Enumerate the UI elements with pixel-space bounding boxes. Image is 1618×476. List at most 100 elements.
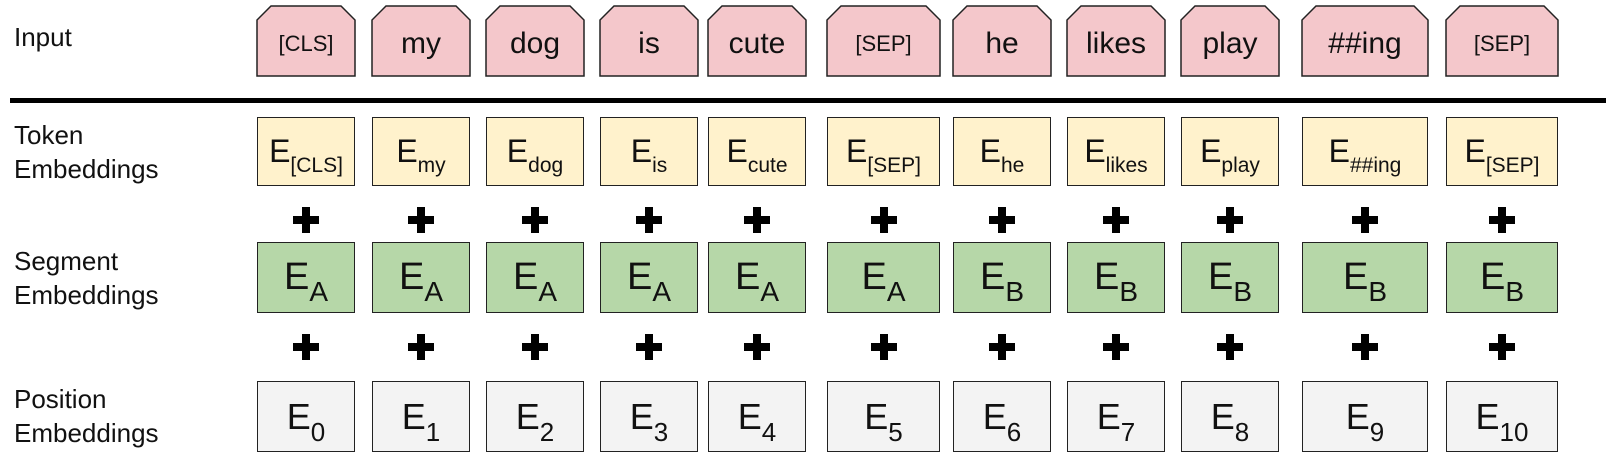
plus-icon-segment-position-8 xyxy=(1215,332,1245,362)
plus-icon-token-segment-10 xyxy=(1487,205,1517,235)
segment-embedding-symbol-9: E xyxy=(1342,256,1369,298)
input-token-text-3: is xyxy=(638,27,660,60)
segment-embedding-symbol-4: E xyxy=(734,256,761,298)
token-embedding-label-7: Elikes xyxy=(1084,133,1147,177)
position-embedding-9: E9 xyxy=(1302,381,1428,452)
segment-embedding-label-10: EB xyxy=(1480,256,1524,307)
input-token-text-1: my xyxy=(401,27,441,60)
position-embedding-subscript-3: 3 xyxy=(653,416,669,447)
position-embedding-label-1: E1 xyxy=(402,396,440,447)
plus-icon-token-segment-8 xyxy=(1215,205,1245,235)
plus-icon-token-segment-7 xyxy=(1101,205,1131,235)
plus-icon-segment-position-2 xyxy=(520,332,550,362)
position-embedding-label-5: E5 xyxy=(864,396,902,447)
input-token-text-6: he xyxy=(985,27,1019,60)
position-embedding-1: E1 xyxy=(372,381,470,452)
position-embedding-symbol-4: E xyxy=(737,395,762,437)
token-embedding-symbol-7: E xyxy=(1084,133,1106,169)
token-embedding-symbol-0: E xyxy=(269,133,291,169)
segment-embedding-label-3: EA xyxy=(627,256,671,307)
row-label-segment: Segment Embeddings xyxy=(14,244,159,312)
token-embedding-label-3: Eis xyxy=(631,133,668,177)
token-embedding-subscript-7: likes xyxy=(1105,154,1148,177)
row-label-token-line-2: Embeddings xyxy=(14,154,159,184)
plus-icon-segment-position-10 xyxy=(1487,332,1517,362)
segment-embedding-symbol-7: E xyxy=(1093,256,1120,298)
segment-embedding-subscript-7: B xyxy=(1119,276,1139,307)
position-embedding-6: E6 xyxy=(953,381,1051,452)
position-embedding-8: E8 xyxy=(1181,381,1279,452)
row-label-position-line-2: Embeddings xyxy=(14,418,159,448)
input-token-7: likes xyxy=(1066,5,1166,77)
token-embedding-8: Eplay xyxy=(1181,117,1279,186)
plus-icon-segment-position-3 xyxy=(634,332,664,362)
input-token-shape-1 xyxy=(371,5,471,77)
plus-icon-segment-position-9 xyxy=(1350,332,1380,362)
segment-embedding-subscript-10: B xyxy=(1505,276,1525,307)
token-embedding-3: Eis xyxy=(600,117,698,186)
token-embedding-subscript-10: [SEP] xyxy=(1485,154,1540,177)
position-embedding-subscript-0: 0 xyxy=(310,416,326,447)
plus-icon-segment-position-0 xyxy=(291,332,321,362)
plus-icon-token-segment-5 xyxy=(869,205,899,235)
position-embedding-label-6: E6 xyxy=(983,396,1021,447)
input-token-1: my xyxy=(371,5,471,77)
token-embedding-symbol-4: E xyxy=(726,133,748,169)
token-embedding-label-10: E[SEP] xyxy=(1464,133,1539,177)
position-embedding-label-0: E0 xyxy=(287,396,325,447)
input-token-10: [SEP] xyxy=(1445,5,1559,77)
input-token-shape-6 xyxy=(952,5,1052,77)
input-token-0: [CLS] xyxy=(256,5,356,77)
token-embedding-subscript-2: dog xyxy=(528,154,564,177)
segment-embedding-9: EB xyxy=(1302,242,1428,313)
input-token-shape-10 xyxy=(1445,5,1559,77)
segment-embedding-subscript-4: A xyxy=(760,276,780,307)
token-embedding-symbol-9: E xyxy=(1328,133,1350,169)
segment-embedding-label-5: EA xyxy=(861,256,905,307)
segment-embedding-subscript-3: A xyxy=(652,276,672,307)
segment-embedding-label-1: EA xyxy=(399,256,443,307)
position-embedding-5: E5 xyxy=(827,381,940,452)
position-embedding-subscript-5: 5 xyxy=(888,416,903,447)
token-embedding-subscript-4: cute xyxy=(747,154,788,177)
row-label-input: Input xyxy=(14,20,72,54)
token-embedding-label-1: Emy xyxy=(396,133,445,177)
segment-embedding-7: EB xyxy=(1067,242,1165,313)
segment-embedding-5: EA xyxy=(827,242,940,313)
segment-embedding-3: EA xyxy=(600,242,698,313)
token-embedding-label-0: E[CLS] xyxy=(269,133,343,177)
position-embedding-label-2: E2 xyxy=(516,396,554,447)
segment-embedding-subscript-9: B xyxy=(1368,276,1388,307)
position-embedding-subscript-6: 6 xyxy=(1006,416,1022,447)
token-embedding-0: E[CLS] xyxy=(257,117,355,186)
input-token-shape-4 xyxy=(707,5,807,77)
position-embedding-label-7: E7 xyxy=(1096,395,1135,447)
position-embedding-subscript-10: 10 xyxy=(1499,416,1529,447)
segment-embedding-symbol-8: E xyxy=(1207,256,1234,298)
token-embedding-subscript-6: he xyxy=(1000,154,1025,177)
token-embedding-subscript-8: play xyxy=(1221,154,1260,177)
position-embedding-symbol-10: E xyxy=(1475,395,1500,437)
segment-embedding-label-7: EB xyxy=(1093,256,1138,307)
plus-icon-segment-position-1 xyxy=(406,332,436,362)
segment-embedding-label-6: EB xyxy=(980,256,1024,307)
token-embedding-7: Elikes xyxy=(1067,117,1165,186)
segment-embedding-6: EB xyxy=(953,242,1051,313)
input-token-shape-5 xyxy=(826,5,941,77)
segment-embedding-1: EA xyxy=(372,242,470,313)
position-embedding-4: E4 xyxy=(708,381,806,452)
plus-icon-segment-position-7 xyxy=(1101,332,1131,362)
position-embedding-subscript-2: 2 xyxy=(539,416,555,447)
token-embedding-6: Ehe xyxy=(953,117,1051,186)
position-embedding-2: E2 xyxy=(486,381,584,452)
plus-icon-token-segment-3 xyxy=(634,205,664,235)
segment-embedding-symbol-0: E xyxy=(283,256,310,298)
segment-embedding-2: EA xyxy=(486,242,584,313)
position-embedding-symbol-7: E xyxy=(1096,395,1121,437)
position-embedding-symbol-8: E xyxy=(1210,395,1235,437)
row-label-segment-line-2: Embeddings xyxy=(14,280,159,310)
plus-icon-token-segment-1 xyxy=(406,205,436,235)
row-label-token-line-1: Token xyxy=(14,120,84,150)
input-token-text-2: dog xyxy=(509,27,561,60)
input-token-text-5: [SEP] xyxy=(855,31,912,56)
